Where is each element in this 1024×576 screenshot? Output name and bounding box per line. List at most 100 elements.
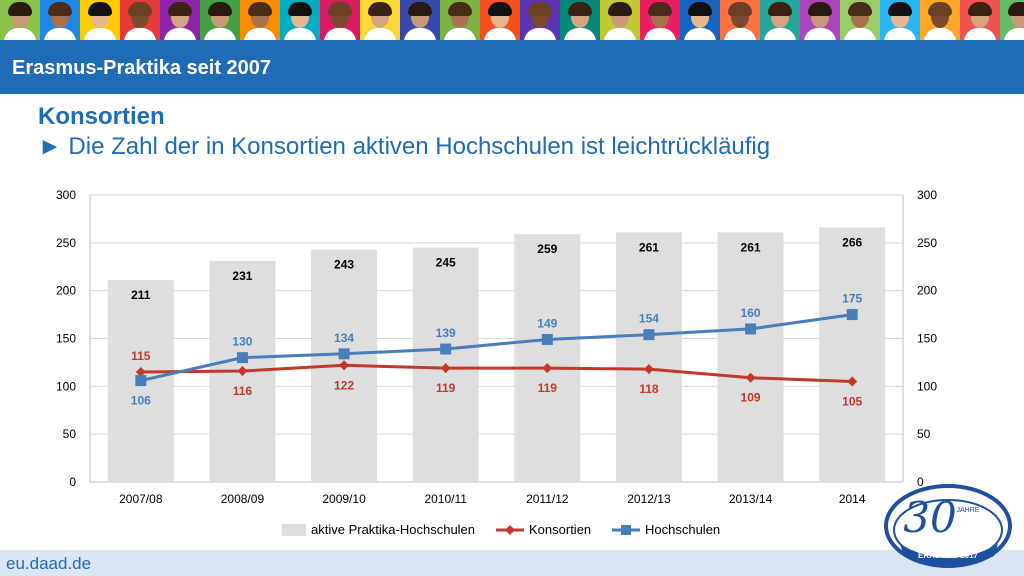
bar-data-label: 266 xyxy=(842,236,862,250)
point-data-label: 116 xyxy=(233,384,253,398)
bar-data-label: 261 xyxy=(639,240,659,254)
point-data-label: 130 xyxy=(232,335,252,349)
photo-tile xyxy=(160,0,200,40)
legend-label: Konsortien xyxy=(529,522,591,537)
y-tick-label-left: 100 xyxy=(56,379,76,393)
bar xyxy=(615,232,682,482)
photo-tile xyxy=(1000,0,1024,40)
point-marker xyxy=(541,333,553,345)
point-marker xyxy=(643,329,655,341)
point-data-label: 118 xyxy=(639,382,659,396)
point-marker xyxy=(339,360,350,371)
photo-tile xyxy=(520,0,560,40)
photo-tile xyxy=(440,0,480,40)
photo-tile xyxy=(760,0,800,40)
photo-tile xyxy=(480,0,520,40)
bar xyxy=(514,234,581,482)
y-tick-label-right: 250 xyxy=(917,236,937,250)
photo-tile xyxy=(40,0,80,40)
legend-label: aktive Praktika-Hochschulen xyxy=(311,522,475,537)
point-data-label: 139 xyxy=(436,326,456,340)
y-tick-label-left: 150 xyxy=(56,332,76,346)
y-tick-label-right: 50 xyxy=(917,427,931,441)
logo-small-text: JAHRE xyxy=(957,507,980,514)
legend-marker xyxy=(621,525,631,535)
series-line xyxy=(140,313,853,383)
photo-tile xyxy=(320,0,360,40)
point-marker xyxy=(846,309,858,321)
y-tick-label-left: 300 xyxy=(56,188,76,202)
x-tick-label: 2009/10 xyxy=(322,492,366,506)
bar-data-label: 259 xyxy=(537,242,557,256)
bar-data-label: 243 xyxy=(334,258,354,272)
photo-tile xyxy=(880,0,920,40)
point-data-label: 119 xyxy=(436,381,456,395)
point-data-label: 105 xyxy=(842,395,862,409)
point-data-label: 160 xyxy=(741,306,761,320)
photo-tile xyxy=(120,0,160,40)
point-data-label: 106 xyxy=(131,394,151,408)
y-tick-label-right: 0 xyxy=(917,475,924,489)
photo-tile xyxy=(240,0,280,40)
point-marker xyxy=(440,343,452,355)
bar-data-label: 245 xyxy=(436,256,456,270)
point-data-label: 119 xyxy=(538,381,558,395)
photo-tile xyxy=(80,0,120,40)
x-tick-label: 2010/11 xyxy=(424,492,467,506)
point-marker xyxy=(643,364,654,375)
photo-tile xyxy=(0,0,40,40)
bar xyxy=(717,232,784,482)
photo-tile xyxy=(360,0,400,40)
photo-strip xyxy=(0,0,1024,40)
photo-tile xyxy=(560,0,600,40)
point-marker xyxy=(236,352,248,364)
footer-url[interactable]: eu.daad.de xyxy=(6,554,92,573)
y-tick-label-right: 150 xyxy=(917,332,937,346)
point-marker xyxy=(338,348,350,360)
photo-tile xyxy=(640,0,680,40)
page-title: Erasmus-Praktika seit 2007 xyxy=(12,57,272,79)
y-tick-label-left: 0 xyxy=(69,475,76,489)
x-tick-label: 2012/13 xyxy=(627,492,671,506)
photo-tile xyxy=(600,0,640,40)
y-tick-label-left: 200 xyxy=(56,284,76,298)
point-data-label: 115 xyxy=(131,349,151,363)
photo-tile xyxy=(280,0,320,40)
point-data-label: 175 xyxy=(842,292,862,306)
point-marker xyxy=(135,375,147,387)
point-marker xyxy=(847,376,858,387)
x-tick-label: 2013/14 xyxy=(729,492,773,506)
legend-swatch xyxy=(282,524,306,536)
legend-marker xyxy=(505,525,515,535)
point-marker xyxy=(440,363,451,374)
bar-data-label: 211 xyxy=(131,288,151,302)
y-tick-label-right: 100 xyxy=(917,379,937,393)
photo-tile xyxy=(800,0,840,40)
photo-tile xyxy=(680,0,720,40)
point-marker xyxy=(745,323,757,335)
photo-tile xyxy=(920,0,960,40)
photo-tile xyxy=(720,0,760,40)
point-data-label: 154 xyxy=(639,312,659,326)
title-bar: Erasmus-Praktika seit 2007 xyxy=(0,40,1024,94)
bar-data-label: 231 xyxy=(232,269,252,283)
series-line xyxy=(140,363,853,384)
x-tick-label: 2014 xyxy=(839,492,866,506)
legend-label: Hochschulen xyxy=(645,522,720,537)
y-tick-label-right: 300 xyxy=(917,188,937,202)
bar xyxy=(819,227,886,482)
photo-tile xyxy=(960,0,1000,40)
y-tick-label-left: 250 xyxy=(56,236,76,250)
slide-subheading: ► Die Zahl der in Konsortien aktiven Hoc… xyxy=(38,133,771,160)
y-tick-label-right: 200 xyxy=(917,284,937,298)
x-tick-label: 2011/12 xyxy=(526,492,569,506)
logo-caption: ERASMUS 2017 xyxy=(918,551,979,560)
point-data-label: 109 xyxy=(741,391,761,405)
point-data-label: 122 xyxy=(334,378,354,392)
point-marker xyxy=(542,363,553,374)
photo-tile xyxy=(840,0,880,40)
y-tick-label-left: 50 xyxy=(63,427,77,441)
photo-tile xyxy=(400,0,440,40)
x-tick-label: 2007/08 xyxy=(119,492,163,506)
x-tick-label: 2008/09 xyxy=(221,492,265,506)
